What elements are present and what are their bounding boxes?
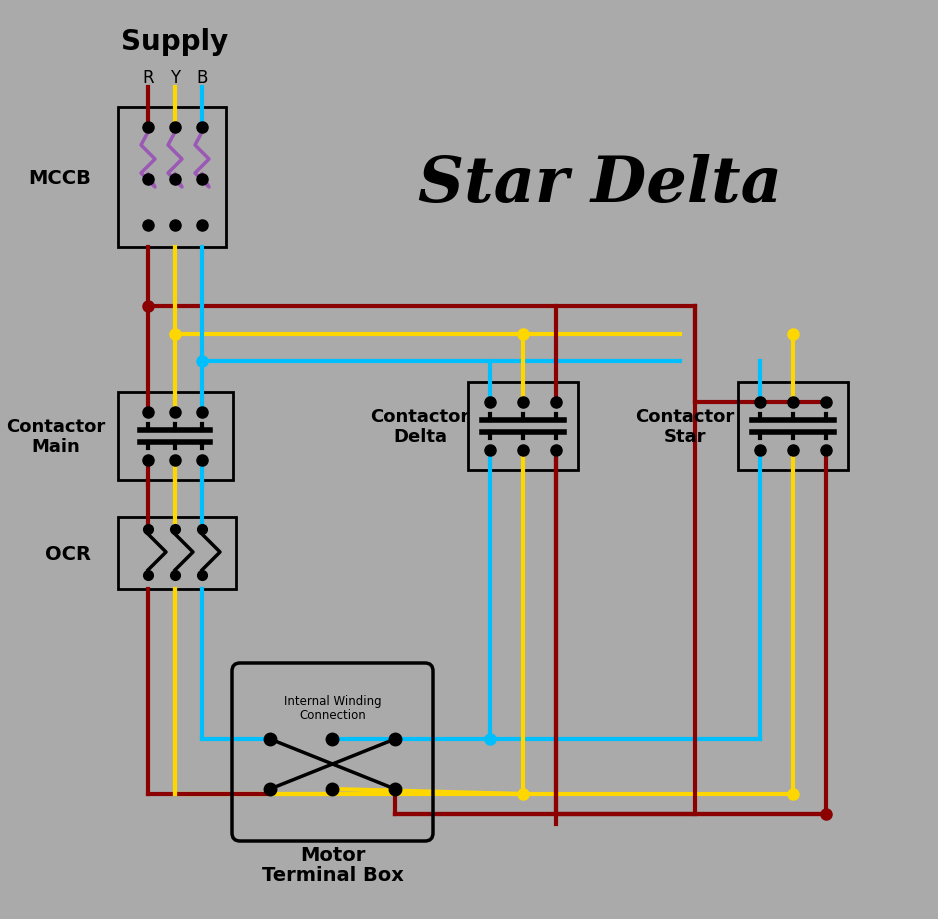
Text: Star: Star (664, 427, 706, 446)
Text: Contactor: Contactor (371, 407, 470, 425)
Text: Delta: Delta (393, 427, 447, 446)
Text: Main: Main (32, 437, 81, 456)
Bar (118, 392, 233, 481)
Text: Contactor: Contactor (635, 407, 734, 425)
Text: Connection: Connection (299, 709, 366, 721)
Text: B: B (196, 69, 207, 87)
Bar (738, 382, 848, 471)
Text: Supply: Supply (121, 28, 229, 56)
Bar (468, 382, 578, 471)
Text: R: R (143, 69, 154, 87)
Text: Contactor: Contactor (7, 417, 106, 436)
Text: Y: Y (170, 69, 180, 87)
Text: Motor: Motor (300, 845, 365, 865)
Bar (118, 517, 236, 589)
Text: OCR: OCR (45, 544, 91, 562)
Text: Terminal Box: Terminal Box (262, 866, 403, 884)
Bar (118, 108, 226, 248)
Text: Internal Winding: Internal Winding (283, 695, 382, 708)
Text: Star Delta: Star Delta (418, 154, 782, 216)
Text: MCCB: MCCB (28, 168, 91, 187)
